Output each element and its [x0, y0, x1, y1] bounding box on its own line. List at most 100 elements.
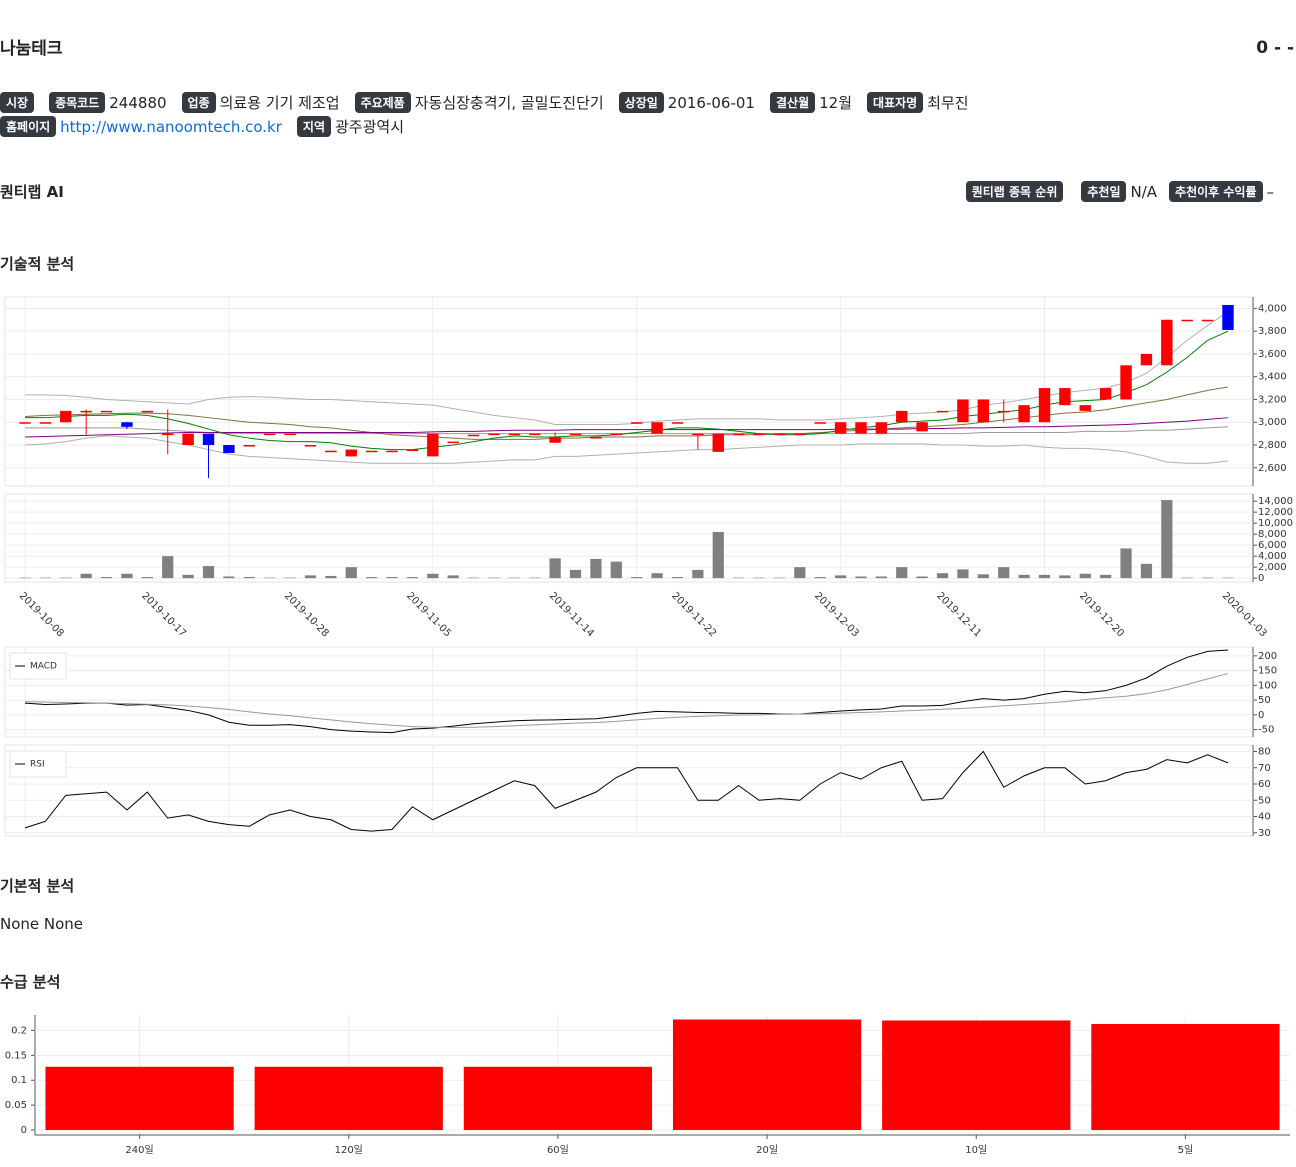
x-tick-label: 2020-01-03 — [1220, 590, 1269, 639]
candle-body — [304, 445, 317, 447]
bar — [651, 573, 663, 579]
candle-body — [1018, 405, 1030, 423]
badge: 종목코드 — [49, 92, 106, 113]
candle-body — [1201, 319, 1214, 322]
candle-body — [549, 437, 561, 443]
y-tick-label: 0.2 — [11, 1025, 27, 1036]
x-tick-label: 2019-10-28 — [282, 590, 331, 639]
panel-frame — [4, 744, 1254, 837]
bar — [916, 576, 928, 579]
candle-body — [141, 410, 154, 413]
candle-body — [243, 445, 255, 447]
badge: 결산월 — [769, 92, 816, 113]
y-tick-label: 4,000 — [1258, 303, 1287, 314]
legend: RSI — [9, 750, 67, 778]
bar — [1091, 1023, 1280, 1131]
series-line — [24, 649, 1229, 734]
candle-body — [1120, 365, 1132, 400]
candle-body — [896, 410, 908, 423]
bar — [692, 569, 704, 579]
bar — [834, 575, 847, 579]
candle-body — [182, 433, 194, 446]
bar — [447, 575, 459, 579]
series-line — [24, 673, 1229, 729]
badge: 상장일 — [618, 92, 664, 113]
candle-body — [814, 422, 826, 424]
bar — [1038, 574, 1051, 579]
bar — [121, 573, 133, 579]
y-tick-label: 2,600 — [1258, 463, 1287, 474]
bar — [463, 1066, 653, 1131]
y-tick-label: -50 — [1258, 725, 1274, 736]
x-tick-label: 240일 — [125, 1144, 153, 1156]
candle-body — [569, 433, 582, 436]
bar — [936, 573, 949, 579]
x-tick-label: 5일 — [1178, 1144, 1194, 1156]
bar — [814, 577, 826, 579]
x-tick-label: 20일 — [756, 1144, 778, 1156]
x-tick-label: 2019-11-22 — [669, 590, 718, 639]
bar — [712, 531, 724, 579]
homepage-link[interactable]: http://www.nanoomtech.co.kr — [60, 117, 282, 136]
candle-body — [325, 450, 337, 453]
bar — [45, 1066, 234, 1131]
y-tick-label: 3,800 — [1258, 326, 1287, 337]
x-tick-label: 2019-10-17 — [139, 590, 188, 639]
info-value: 244880 — [109, 93, 167, 112]
candle-body — [345, 449, 357, 457]
indicator-line — [25, 311, 1229, 426]
panel-frame — [4, 493, 1254, 583]
candle-body — [447, 441, 459, 444]
candle-body — [202, 433, 215, 446]
candle-body — [610, 433, 623, 436]
legend-label: MACD — [30, 662, 57, 672]
bar — [1161, 500, 1173, 579]
bar — [569, 569, 582, 579]
candle-body — [529, 433, 541, 436]
bar — [882, 1020, 1071, 1131]
bar — [957, 569, 969, 579]
candle-body — [1099, 388, 1112, 400]
candle-body — [121, 422, 133, 427]
candle-body — [651, 422, 663, 434]
bar — [243, 577, 255, 579]
candle-body — [1038, 388, 1051, 423]
y-tick-label: 4,000 — [1258, 551, 1287, 562]
candle-body — [284, 433, 296, 436]
y-tick-label: 200 — [1258, 651, 1277, 662]
candle-body — [875, 422, 888, 434]
legend-box — [9, 652, 67, 680]
badge: 홈페이지 — [0, 116, 57, 137]
x-tick-label: 120일 — [335, 1144, 363, 1156]
info-value: 광주광역시 — [335, 118, 405, 136]
y-tick-label: 14,000 — [1258, 496, 1293, 507]
section-title: 수급 분석 — [0, 973, 61, 991]
y-tick-label: 0.1 — [11, 1075, 27, 1086]
bar — [672, 1019, 862, 1131]
info-value: 최무진 — [927, 94, 969, 112]
y-tick-label: 30 — [1258, 828, 1271, 839]
bar — [508, 577, 520, 579]
info-row: 시장 종목코드 244880 업종 의료용 기기 제조업 주요제품 자동심장충격기, 골밀도… — [0, 92, 984, 113]
bar — [855, 576, 867, 579]
bar — [1181, 577, 1193, 579]
quant-value: N/A — [1130, 182, 1158, 201]
y-tick-label: 0.05 — [5, 1100, 27, 1111]
candle-body — [1059, 388, 1071, 406]
bar — [254, 1066, 443, 1131]
y-tick-label: 2,800 — [1258, 440, 1287, 451]
badge: 추천일 — [1081, 181, 1127, 202]
candle-body — [712, 433, 724, 452]
badge: 시장 — [0, 92, 35, 113]
candle-body — [1222, 304, 1234, 331]
candle-body — [1161, 319, 1173, 366]
section-title: 기본적 분석 — [0, 877, 75, 895]
bar — [304, 575, 317, 579]
candle-body — [753, 433, 765, 436]
y-tick-label: 10,000 — [1258, 518, 1293, 529]
y-tick-label: 100 — [1258, 680, 1277, 691]
y-tick-label: 50 — [1258, 795, 1271, 806]
bar — [896, 567, 908, 579]
panel-frame — [4, 646, 1254, 738]
